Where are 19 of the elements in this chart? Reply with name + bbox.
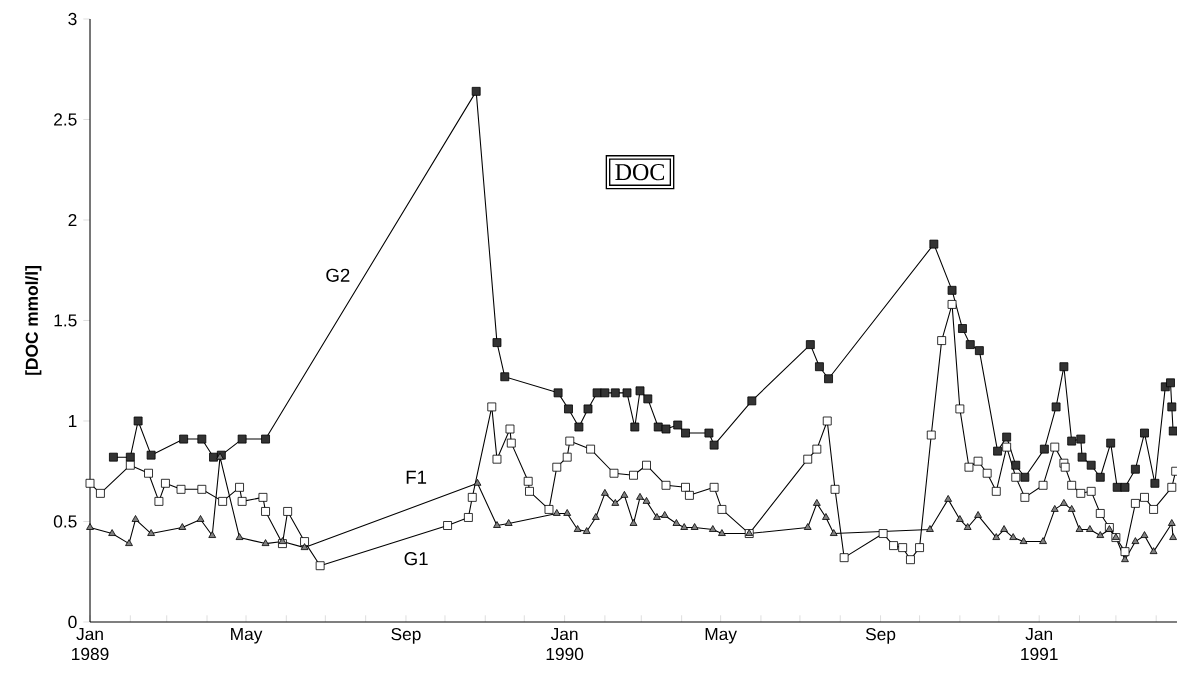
x-tick-label: Sep: [865, 628, 896, 644]
series-label: G1: [404, 552, 428, 566]
y-tick-label: 1.5: [54, 314, 77, 327]
y-tick-label: 2.5: [54, 113, 77, 126]
x-tick-label: Jan 1990: [546, 628, 584, 661]
x-tick-label: May: [705, 628, 737, 644]
y-tick-label: 3: [68, 12, 77, 26]
annotation: DOC: [615, 164, 665, 181]
series-label: G2: [326, 268, 350, 282]
y-axis-title: [DOC mmol/l]: [25, 266, 42, 375]
y-tick-label: 1: [68, 415, 77, 427]
y-tick-label: 2: [68, 213, 77, 227]
x-tick-label: Jan 1991: [1021, 628, 1058, 661]
y-tick-label: 0: [68, 615, 77, 629]
x-tick-label: Jan 1989: [72, 628, 109, 661]
x-tick-label: May: [231, 628, 263, 644]
y-tick-label: 0.5: [53, 515, 77, 528]
x-tick-label: Sep: [391, 628, 421, 644]
series-label: F1: [406, 470, 427, 484]
